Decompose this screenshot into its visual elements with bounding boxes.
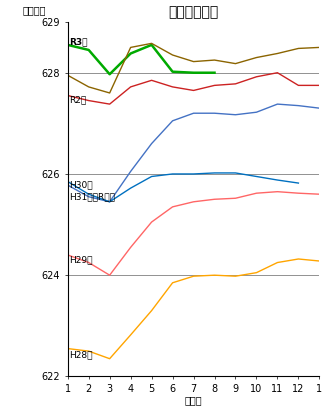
Text: H29年: H29年	[69, 256, 92, 265]
X-axis label: （月）: （月）	[185, 395, 202, 405]
Text: H31年・R元年: H31年・R元年	[69, 192, 115, 201]
Text: H30年: H30年	[69, 180, 92, 189]
Text: H28年: H28年	[69, 351, 92, 360]
Text: R2年: R2年	[69, 95, 86, 104]
Title: 月別人口推移: 月別人口推移	[168, 6, 219, 20]
Text: R3年: R3年	[69, 37, 87, 46]
Y-axis label: （万人）: （万人）	[22, 5, 46, 15]
